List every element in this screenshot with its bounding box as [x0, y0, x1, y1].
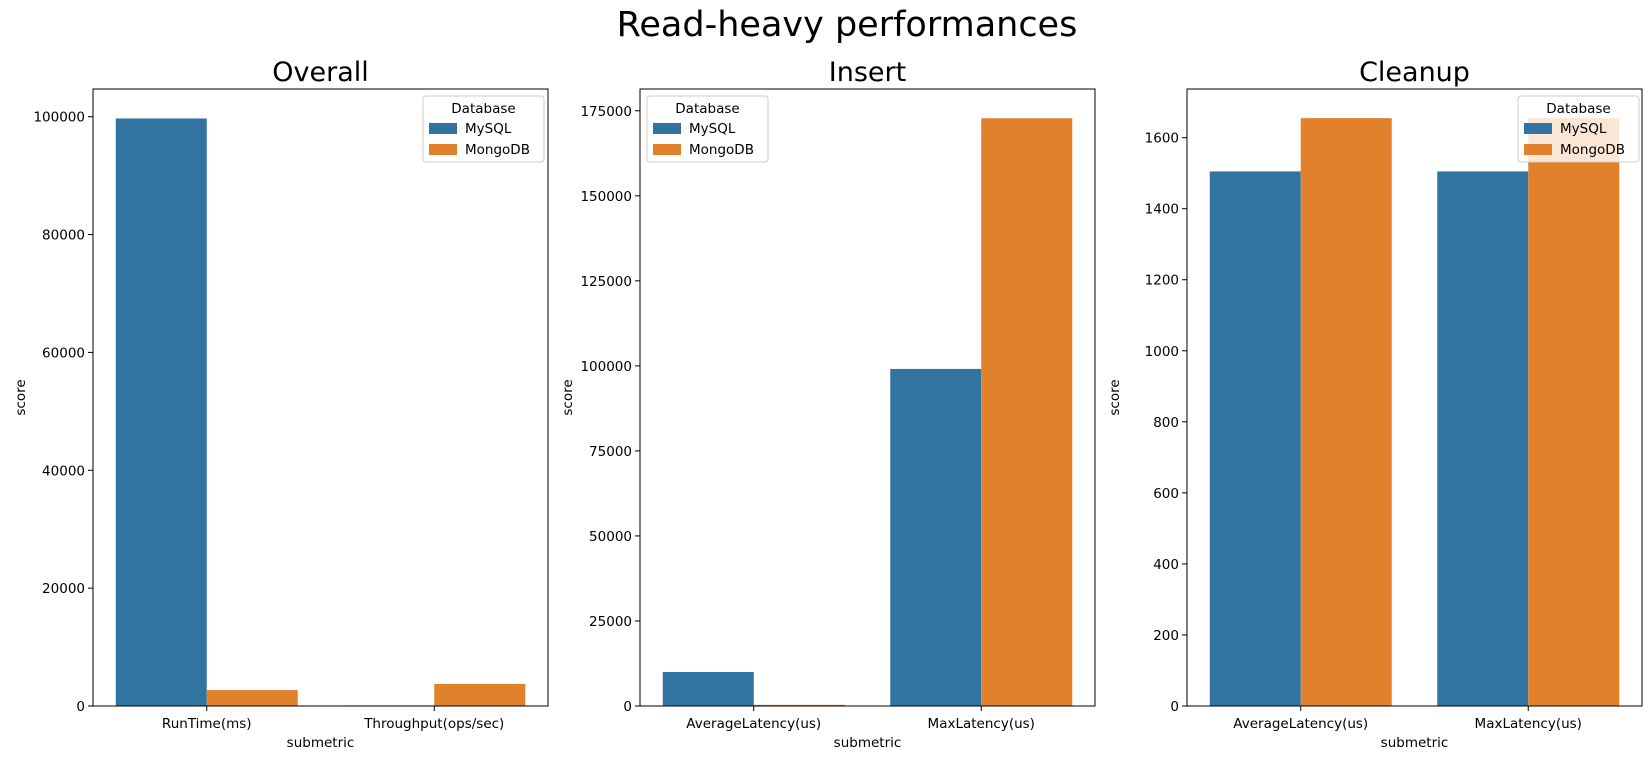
- y-tick-label: 1200: [1145, 273, 1179, 289]
- legend-entry-mysql: MySQL: [1560, 121, 1607, 137]
- y-tick-label: 200: [1153, 628, 1179, 644]
- y-tick-label: 80000: [42, 228, 85, 244]
- legend-title: Database: [451, 101, 515, 117]
- x-axis-label: submetric: [1381, 735, 1449, 751]
- y-tick-label: 100000: [580, 359, 632, 375]
- legend: Database MySQL MongoDB: [646, 95, 769, 163]
- legend-swatch-mongodb: [653, 144, 681, 155]
- chart-panel-1: 0 20000 40000 60000 80000 100000 RunTime(ms) Th…: [13, 57, 549, 751]
- legend-swatch-mongodb: [1524, 144, 1552, 155]
- axes-frame: [639, 88, 1096, 707]
- y-tick-label: 150000: [580, 189, 632, 205]
- bar-mongodb-1: [206, 690, 298, 706]
- legend-entry-mongodb: MongoDB: [465, 142, 530, 158]
- legend-swatch-mysql: [1524, 123, 1552, 134]
- y-tick-label: 175000: [580, 104, 632, 120]
- y-tick-label: 1600: [1145, 131, 1179, 147]
- x-tick-label: RunTime(ms): [162, 716, 252, 732]
- subplot-title: Cleanup: [1359, 57, 1470, 88]
- legend-title: Database: [1546, 101, 1610, 117]
- x-tick-label: MaxLatency(us): [928, 716, 1035, 732]
- legend: Database MySQL MongoDB: [422, 95, 545, 163]
- legend-entry-mysql: MySQL: [465, 121, 512, 137]
- x-tick-label: AverageLatency(us): [686, 716, 821, 732]
- bar-mysql-1: [115, 118, 207, 707]
- x-tick-label: AverageLatency(us): [1233, 716, 1368, 732]
- legend-swatch-mongodb: [429, 144, 457, 155]
- y-tick-label: 0: [1170, 699, 1179, 715]
- legend-swatch-mysql: [653, 123, 681, 134]
- subplot-title: Overall: [272, 57, 369, 88]
- bar-mongodb-2: [981, 118, 1073, 706]
- x-tick-label: Throughput(ops/sec): [363, 716, 504, 732]
- subplot-title: Insert: [829, 57, 906, 88]
- y-tick-label: 60000: [42, 345, 85, 361]
- y-tick-label: 100000: [33, 110, 85, 126]
- bar-mysql-1: [662, 671, 754, 706]
- axes-frame: [1186, 88, 1643, 707]
- y-tick-label: 125000: [580, 274, 632, 290]
- bar-mongodb-1: [1300, 118, 1392, 706]
- bar-mongodb-2: [434, 683, 526, 706]
- legend: Database MySQL MongoDB: [1517, 95, 1640, 163]
- bar-mongodb-2: [1528, 118, 1620, 706]
- x-axis-label: submetric: [834, 735, 902, 751]
- axes-frame: [92, 88, 549, 707]
- bar-mysql-2: [890, 368, 982, 706]
- y-tick-label: 400: [1153, 557, 1179, 573]
- y-tick-label: 20000: [42, 581, 85, 597]
- y-tick-label: 0: [623, 699, 632, 715]
- x-tick-label: MaxLatency(us): [1475, 716, 1582, 732]
- y-tick-label: 1000: [1145, 344, 1179, 360]
- y-tick-label: 600: [1153, 486, 1179, 502]
- y-axis-label: score: [13, 379, 29, 415]
- y-tick-label: 25000: [589, 614, 632, 630]
- chart-panel-2: 0 25000 50000 75000 100000 125000 150000 175000…: [560, 57, 1096, 751]
- y-tick-label: 1400: [1145, 202, 1179, 218]
- figure-title: Read-heavy performances: [617, 5, 1078, 45]
- legend-title: Database: [675, 101, 739, 117]
- y-tick-label: 800: [1153, 415, 1179, 431]
- y-tick-label: 75000: [589, 444, 632, 460]
- bar-mysql-2: [1437, 171, 1529, 706]
- y-axis-label: score: [1107, 379, 1123, 415]
- bar-mysql-1: [1209, 171, 1301, 706]
- legend-entry-mongodb: MongoDB: [1560, 142, 1625, 158]
- legend-entry-mysql: MySQL: [689, 121, 736, 137]
- y-tick-label: 40000: [42, 463, 85, 479]
- y-axis-label: score: [560, 379, 576, 415]
- legend-swatch-mysql: [429, 123, 457, 134]
- y-tick-label: 50000: [589, 529, 632, 545]
- x-axis-label: submetric: [287, 735, 355, 751]
- legend-entry-mongodb: MongoDB: [689, 142, 754, 158]
- y-tick-label: 0: [76, 699, 85, 715]
- chart-panel-3: 0 200 400 600 800 1000 1200 1400 1600 AverageLate…: [1107, 57, 1643, 751]
- bar-mongodb-1: [753, 704, 845, 706]
